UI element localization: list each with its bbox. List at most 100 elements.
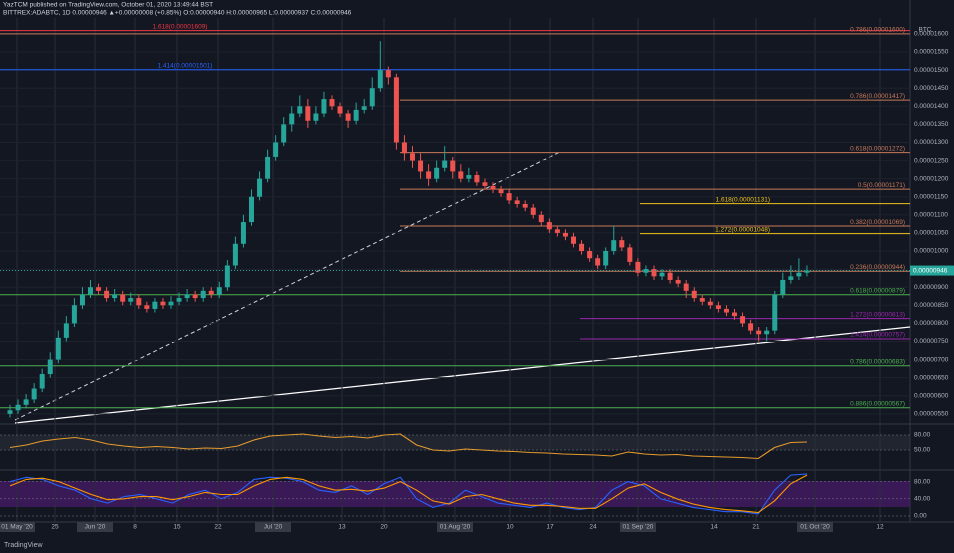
symbol-info: BITTREX:ADABTC, 1D 0.00000946 ▲+0.000000…	[3, 10, 352, 17]
candle-body	[160, 301, 166, 306]
candle-body	[289, 113, 295, 125]
candle-body	[603, 251, 609, 266]
candle-body	[530, 207, 536, 215]
candle-body	[619, 240, 625, 248]
candle-body	[321, 99, 327, 114]
level-label: 0.786(0.00001417)	[850, 93, 905, 100]
x-tick-label: Jun '20	[85, 524, 106, 531]
candle-body	[168, 301, 174, 306]
x-tick-label: 14	[710, 524, 718, 531]
level-label: 1.618(0.00001609)	[153, 23, 208, 30]
x-tick-label: 25	[51, 524, 59, 531]
y-tick-label: 0.00000650	[914, 374, 949, 381]
candle-body	[691, 290, 697, 299]
y-tick-label: 0.00001300	[914, 139, 949, 146]
x-label-box	[437, 522, 473, 532]
y-tick-label: 0.00000550	[914, 411, 949, 418]
candle-body	[369, 88, 375, 107]
y-tick-label: 0.00001150	[914, 193, 948, 200]
candle-body	[104, 290, 110, 299]
x-label-box	[620, 522, 656, 532]
candle-body	[450, 160, 456, 172]
candle-body	[490, 185, 496, 190]
candle-body	[506, 193, 512, 201]
candle-body	[313, 113, 319, 121]
y-tick-label: 0.00001050	[914, 230, 949, 237]
candle-body	[79, 294, 85, 306]
candle-body	[112, 294, 118, 299]
candle-body	[780, 279, 786, 295]
level-label: 1.272(0.00001048)	[715, 226, 770, 233]
candle-body	[546, 222, 552, 230]
level-label: 1.618(0.00001131)	[716, 196, 770, 203]
candle-body	[63, 323, 69, 338]
x-tick-label: 01 Sep '20	[623, 524, 654, 531]
y-tick-label: 0.00000800	[914, 320, 949, 327]
trendline	[14, 326, 911, 424]
indicator-tick-label: 40.00	[914, 496, 931, 503]
y-tick-label: 0.00001250	[914, 157, 949, 164]
candle-body	[804, 270, 810, 273]
candle-body	[723, 308, 729, 313]
x-tick-label: 21	[752, 524, 760, 531]
candle-body	[88, 287, 93, 295]
y-tick-label: 0.00001000	[914, 248, 949, 255]
brand: TradingView	[4, 542, 43, 549]
x-label-box	[0, 522, 35, 532]
x-tick-label: 13	[338, 524, 346, 531]
candle-body	[474, 175, 480, 183]
candle-body	[748, 323, 754, 331]
level-label: 1.414(0.00001501)	[158, 62, 213, 69]
candle-body	[345, 113, 351, 121]
indicator-line	[9, 433, 808, 460]
candle-body	[152, 301, 158, 309]
candle-body	[353, 109, 359, 121]
candle-body	[579, 243, 585, 252]
x-label-box	[77, 522, 113, 532]
candle-body	[120, 294, 126, 302]
candle-body	[732, 312, 737, 317]
candle-body	[96, 287, 102, 291]
candle-body	[401, 142, 407, 154]
candle-body	[418, 160, 424, 172]
candle-body	[55, 337, 61, 360]
candle-body	[39, 374, 45, 389]
candle-body	[715, 305, 721, 309]
candle-body	[756, 330, 762, 335]
candle-body	[796, 272, 802, 277]
candle-body	[265, 156, 271, 179]
candle-body	[7, 410, 13, 414]
candle-body	[192, 294, 198, 299]
candle-body	[699, 298, 705, 302]
candle-body	[635, 261, 641, 273]
currency: BTC	[919, 27, 932, 34]
candle-body	[434, 167, 440, 179]
x-tick-label: 12	[876, 524, 884, 531]
x-tick-label: 22	[214, 524, 222, 531]
candle-body	[595, 258, 601, 266]
y-tick-label: 0.00001200	[914, 175, 949, 182]
candle-body	[377, 70, 383, 89]
level-label: 0.786(0.00000683)	[850, 358, 905, 365]
candle-body	[184, 294, 190, 299]
y-tick-label: 0.00000750	[914, 338, 949, 345]
level-label: 0.5(0.00001171)	[858, 182, 905, 189]
candle-body	[675, 279, 681, 284]
y-tick-label: 0.00000600	[914, 392, 949, 399]
x-tick-label: 20	[380, 524, 388, 531]
candle-body	[788, 276, 794, 280]
y-tick-label: 0.00001350	[914, 121, 949, 128]
candle-body	[128, 298, 134, 302]
candle-body	[667, 272, 673, 280]
y-tick-label: 0.00001500	[914, 67, 949, 74]
candle-body	[393, 77, 399, 143]
x-tick-label: 24	[589, 524, 597, 531]
candle-body	[707, 301, 713, 306]
level-label: 0.618(0.00000879)	[850, 288, 905, 295]
candle-body	[200, 290, 206, 299]
candle-body	[47, 359, 53, 375]
candle-body	[554, 229, 560, 233]
last-price-label: 0.00000946	[913, 267, 948, 274]
candle-body	[208, 290, 214, 295]
indicator-tick-label: 50.00	[914, 447, 931, 454]
